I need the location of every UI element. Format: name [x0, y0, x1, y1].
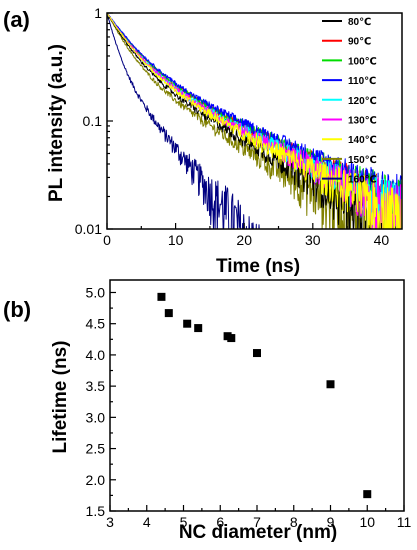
panel-a-y-tick-label: 0.01 [75, 221, 102, 237]
scatter-point [183, 319, 192, 328]
panel-a-label: (a) [3, 7, 30, 32]
panel-a-legend: 80℃ 90℃ 100℃ 110℃ 120℃ 130℃ 140℃ 150℃ 160℃ [322, 17, 377, 186]
panel-a-x-tick-label: 30 [305, 232, 321, 248]
series-line-6 [107, 13, 402, 229]
panel-b-x-tick-label: 8 [290, 514, 298, 530]
panel-a-x-tick-label: 20 [236, 232, 252, 248]
scatter-point [227, 334, 236, 343]
panel-b-y-axis-title: Lifetime (ns) [50, 341, 71, 454]
panel-b-x-tick-label: 10 [359, 514, 375, 530]
panel-b-points [157, 292, 372, 499]
scatter-point [194, 324, 203, 333]
panel-b-x-tick-label: 5 [180, 514, 188, 530]
legend-label: 120℃ [348, 96, 377, 107]
panel-a-plot-frame [106, 12, 403, 230]
panel-b-x-tick-label: 6 [216, 514, 224, 530]
panel-a-y-tick-label: 1 [94, 5, 102, 21]
panel-b-x-tick-label: 9 [327, 514, 335, 530]
panel-b: (b) Lifetime (ns) NC diameter (nm) 3 4 5 6 7… [3, 279, 412, 543]
panel-b-y-tick-label: 4.0 [86, 347, 106, 363]
legend-label: 90℃ [348, 37, 371, 48]
panel-a-x-tick-label: 40 [374, 232, 390, 248]
legend-label: 140℃ [348, 135, 377, 146]
panel-b-y-tick-label: 3.0 [86, 409, 106, 425]
scatter-point [164, 309, 173, 318]
panel-b-x-tick-label: 7 [253, 514, 261, 530]
panel-b-y-tick-label: 2.5 [86, 441, 106, 457]
panel-a-y-axis-title: PL intensity (a.u.) [46, 44, 67, 202]
panel-a-x-axis-title: Time (ns) [216, 256, 300, 277]
panel-b-x-tick-label: 11 [397, 514, 412, 530]
panel-a-y-tick-label: 0.1 [83, 113, 103, 129]
panel-b-y-tick-label: 3.5 [86, 378, 106, 394]
panel-a-x-tick-label: 0 [103, 232, 111, 248]
panel-b-y-tick-label: 1.5 [86, 503, 106, 519]
scatter-point [326, 380, 335, 389]
panel-b-y-tick-label: 5.0 [86, 284, 106, 300]
panel-b-ticks: 3 4 5 6 7 8 9 10 11 1.5 2.0 2.5 3.0 3.5 4.0 4.5 5.0 [86, 284, 412, 530]
legend-label: 110℃ [348, 76, 376, 87]
legend-label: 80℃ [348, 17, 371, 28]
panel-b-x-axis-title: NC diameter (nm) [179, 522, 337, 543]
panel-b-x-tick-label: 3 [106, 514, 114, 530]
panel-b-label: (b) [3, 297, 31, 322]
panel-a: (a) PL intensity (a.u.) Time (ns) 0 10 20 3… [3, 5, 403, 277]
panel-a-x-tick-label: 10 [168, 232, 184, 248]
legend-label: 100℃ [348, 56, 377, 67]
scatter-point [363, 490, 372, 499]
panel-b-y-tick-label: 2.0 [86, 472, 106, 488]
panel-b-y-tick-label: 4.5 [86, 316, 106, 332]
panel-a-ticks: 0 10 20 30 40 0.01 0.1 1 [75, 5, 390, 248]
panel-b-x-tick-label: 4 [143, 514, 151, 530]
panel-b-plot-frame [109, 279, 405, 512]
legend-label: 130℃ [348, 116, 377, 127]
series-line-3 [107, 13, 402, 225]
series-line-8 [107, 13, 260, 229]
scatter-point [157, 292, 166, 301]
scatter-point [253, 349, 261, 358]
panel-a-series-lines [107, 13, 402, 229]
legend-label: 160℃ [348, 175, 377, 186]
legend-label: 150℃ [348, 155, 377, 166]
